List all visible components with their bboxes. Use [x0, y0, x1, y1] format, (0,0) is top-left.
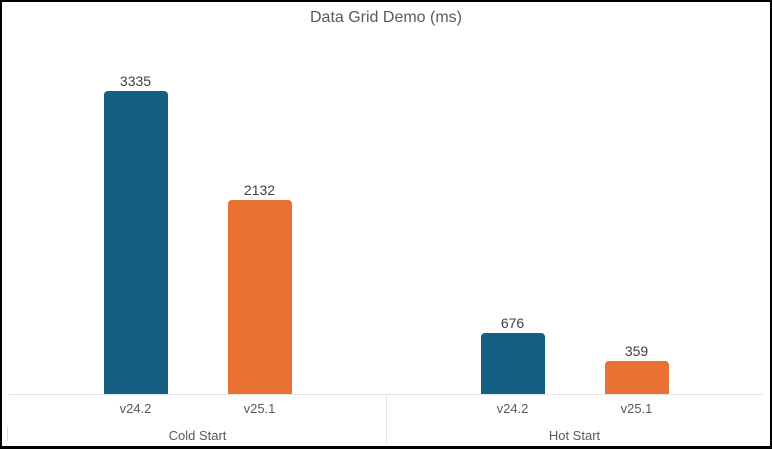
data-label: 676	[500, 315, 525, 331]
group-label-row: Cold Start Hot Start	[9, 428, 763, 443]
data-label: 359	[624, 343, 649, 359]
bar-hot-v25	[604, 361, 669, 394]
group-hot-start: 676 359	[386, 2, 763, 394]
bar-column-cold-v25: 2132	[227, 182, 292, 394]
category-label-row: v24.2 v25.1 v24.2 v25.1	[9, 401, 763, 416]
group-label-cold-start: Cold Start	[168, 428, 227, 443]
bar-column-hot-v25: 359	[604, 343, 669, 394]
bar-column-cold-v24: 3335	[103, 73, 168, 394]
bar-hot-v24	[480, 333, 545, 394]
axis-edge-tick	[7, 427, 8, 441]
bar-cold-v24	[103, 91, 168, 394]
group-label-hot-start: Hot Start	[548, 428, 601, 443]
bar-cold-v25	[227, 200, 292, 394]
chart-title: Data Grid Demo (ms)	[309, 9, 463, 26]
data-label: 2132	[243, 182, 276, 198]
category-label-hot-v25: v25.1	[620, 401, 653, 416]
bar-column-hot-v24: 676	[480, 315, 545, 394]
category-label-cold-v24: v24.2	[119, 401, 152, 416]
group-divider-tick	[386, 394, 387, 443]
category-label-hot-v24: v24.2	[496, 401, 529, 416]
group-cold-start: 3335 2132	[9, 2, 386, 394]
data-label: 3335	[119, 73, 152, 89]
plot-area: 3335 2132 676 359	[9, 2, 763, 394]
category-label-cold-v25: v25.1	[243, 401, 276, 416]
